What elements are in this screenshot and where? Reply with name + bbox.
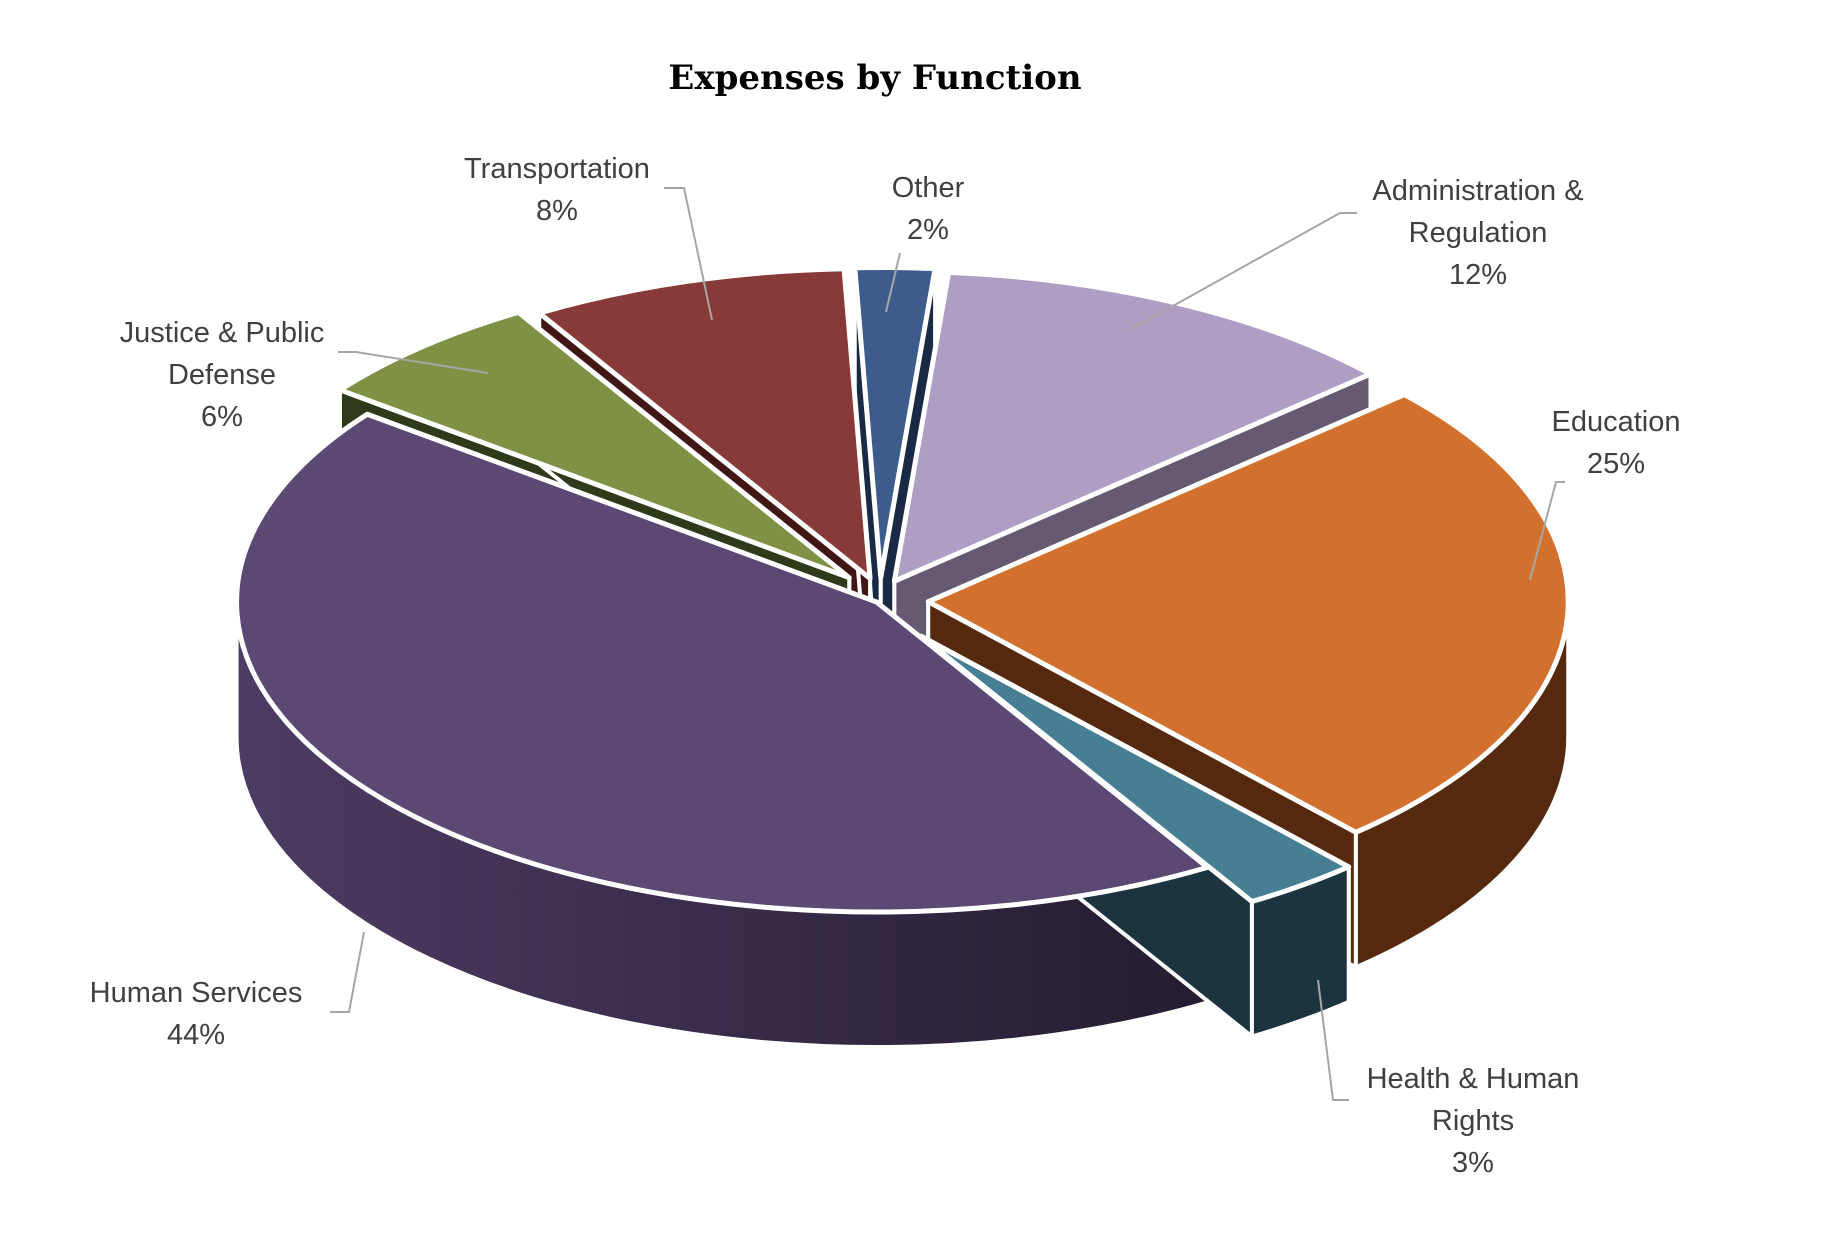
data-label-value: 25% (1587, 448, 1645, 480)
data-label-value: 12% (1449, 259, 1507, 291)
pie-slice-health-and-human-rights (918, 633, 1352, 905)
data-label-category: Other (892, 172, 965, 204)
data-label-transportation: Transportation 8% (464, 153, 650, 227)
leader-line-transportation (664, 187, 713, 321)
data-label-value: 3% (1452, 1147, 1494, 1179)
data-label-health-and-human-rights: Health & Human Rights 3% (1367, 1063, 1580, 1179)
data-label-other: Other 2% (892, 172, 965, 246)
data-label-value: 8% (536, 195, 578, 227)
data-label-human-services: Human Services 44% (90, 977, 303, 1051)
leader-line-justice-and-public-defense (338, 351, 489, 374)
data-label-category: Administration & (1372, 175, 1583, 207)
data-label-category: Education (1552, 406, 1681, 438)
data-label-justice-and-public-defense: Justice & Public Defense 6% (120, 317, 325, 433)
pie-slice-transportation (536, 266, 873, 581)
pie-slice-human-services (234, 411, 1210, 915)
leader-line-other (885, 252, 901, 313)
pie-slice-justice-and-public-defense (337, 309, 852, 581)
pie-slice-education (925, 392, 1571, 835)
data-label-category: Health & Human (1367, 1063, 1580, 1095)
data-label-category: Transportation (464, 153, 650, 185)
data-label-value: 44% (167, 1019, 225, 1051)
leader-line-education (1529, 481, 1565, 581)
data-label-administration-and-regulation: Administration & Regulation 12% (1372, 175, 1583, 291)
leader-line-administration-and-regulation (1127, 212, 1357, 332)
data-label-education: Education 25% (1552, 406, 1681, 480)
data-label-category: Rights (1432, 1105, 1514, 1137)
leader-line-health-and-human-rights (1317, 979, 1349, 1101)
chart-title: Expenses by Function (668, 58, 1082, 98)
pie-slice-administration-and-regulation (891, 269, 1373, 584)
leader-line-human-services (330, 931, 365, 1013)
data-label-category: Justice & Public (120, 317, 325, 349)
data-label-category: Human Services (90, 977, 303, 1009)
data-label-value: 2% (907, 214, 949, 246)
pie-slice-other (852, 265, 938, 581)
data-label-category: Defense (168, 359, 276, 391)
data-label-value: 6% (201, 401, 243, 433)
data-label-category: Regulation (1409, 217, 1548, 249)
